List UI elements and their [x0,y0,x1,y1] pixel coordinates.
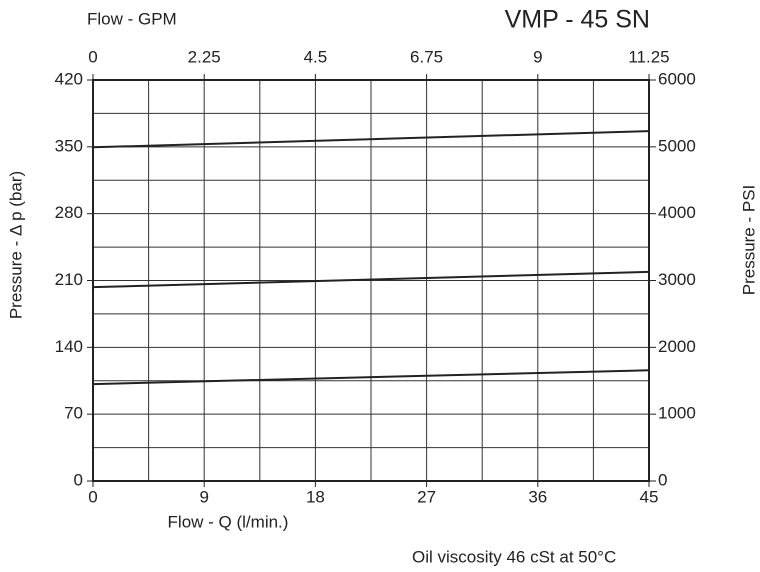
y2-tick-label: 2000 [658,337,696,356]
y2-tick-label: 6000 [658,69,696,88]
x-tick-label: 27 [417,487,436,506]
x-tick-label: 9 [199,487,208,506]
chart-title: VMP - 45 SN [505,6,650,34]
y2-tick-label: 4000 [658,203,696,222]
y-tick-label: 210 [55,270,83,289]
y-tick-label: 0 [74,470,83,489]
x2-tick-label: 0 [88,47,97,66]
x2-tick-label: 11.25 [628,47,669,66]
x2-axis-label: Flow - GPM [87,9,177,28]
x2-tick-label: 2.25 [188,47,221,66]
x-axis-label: Flow - Q (l/min.) [168,512,289,531]
y2-tick-label: 0 [658,470,667,489]
x2-tick-label: 6.75 [410,47,443,66]
x-tick-label: 18 [306,487,325,506]
data-line [92,270,650,289]
annotation: Oil viscosity 46 cSt at 50°C [412,547,616,566]
y-tick-label: 140 [55,337,83,356]
x-tick-label: 45 [640,487,659,506]
y-tick-label: 70 [64,404,83,423]
x2-tick-label: 9 [533,47,542,66]
y-tick-label: 350 [55,136,83,155]
y2-axis-label: Pressure - PSI [739,185,758,296]
data-line [92,130,650,149]
y-axis-label: Pressure - Δ p (bar) [6,171,25,319]
y2-tick-label: 1000 [658,404,696,423]
y-tick-label: 280 [55,203,83,222]
x2-tick-label: 4.5 [304,47,328,66]
x-tick-label: 36 [528,487,547,506]
y2-tick-label: 5000 [658,136,696,155]
x-tick-label: 0 [88,487,97,506]
y-tick-label: 420 [55,69,83,88]
data-line [92,369,650,386]
y2-tick-label: 3000 [658,270,696,289]
